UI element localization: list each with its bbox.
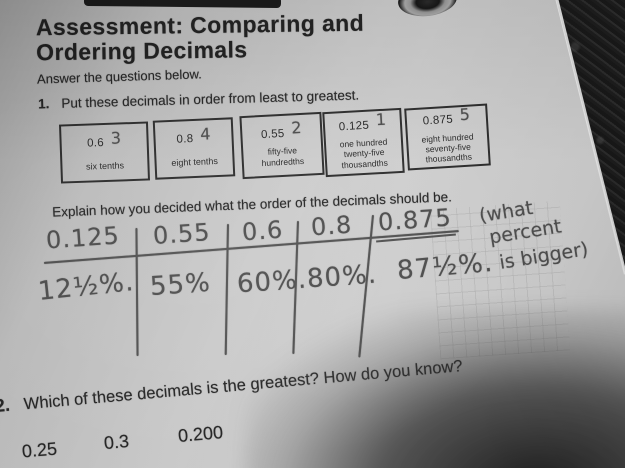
handwritten-percent: 80%. bbox=[306, 259, 379, 295]
decimal-card: 0.6 3 six tenths bbox=[58, 121, 151, 184]
decimal-card: 0.875 5 eight hundred seventy-five thous… bbox=[404, 103, 491, 171]
handwritten-rank: 2 bbox=[290, 118, 302, 138]
handwritten-rank: 4 bbox=[199, 123, 211, 144]
decimal-card: 0.55 2 fifty-five hundredths bbox=[239, 111, 325, 180]
question-1-number: 1. bbox=[37, 96, 50, 112]
card-decimal: 0.875 bbox=[422, 113, 454, 128]
card-value-row: 0.875 5 bbox=[422, 104, 471, 131]
decimal-card: 0.8 4 eight tenths bbox=[152, 117, 236, 180]
publisher-logo-icon bbox=[396, 0, 459, 20]
handwritten-rank: 5 bbox=[459, 104, 471, 124]
card-words: eight hundred seventy-five thousandths bbox=[421, 131, 474, 165]
question-1-prompt: Put these decimals in order from least t… bbox=[61, 87, 360, 111]
card-value-row: 0.6 3 bbox=[86, 128, 122, 153]
pencil-column-divider bbox=[135, 227, 139, 357]
card-words: eight tenths bbox=[171, 155, 219, 168]
decimal-card: 0.125 1 one hundred twenty-five thousand… bbox=[322, 107, 405, 178]
card-decimal: 0.6 bbox=[86, 137, 105, 150]
question-2-choice: 0.3 bbox=[103, 430, 130, 454]
handwritten-decimal: 0.6 bbox=[241, 215, 285, 247]
handwritten-decimal: 0.875 bbox=[377, 203, 453, 237]
handwritten-rank: 3 bbox=[110, 128, 122, 148]
handwritten-percent: 55% bbox=[149, 267, 212, 303]
handwritten-rank: 1 bbox=[375, 109, 387, 130]
card-value-row: 0.8 4 bbox=[176, 124, 211, 149]
card-decimal: 0.55 bbox=[260, 127, 285, 141]
card-value-row: 0.125 1 bbox=[338, 110, 387, 137]
question-2-choice: 0.25 bbox=[21, 438, 58, 462]
page-title-line2: Ordering Decimals bbox=[36, 35, 248, 65]
handwritten-percent: 60%. bbox=[236, 264, 309, 300]
card-decimal: 0.125 bbox=[338, 119, 370, 134]
card-decimal: 0.8 bbox=[176, 133, 194, 146]
card-words: six tenths bbox=[85, 159, 125, 172]
handwritten-decimal: 0.55 bbox=[152, 218, 212, 250]
instructions-text: Answer the questions below. bbox=[36, 66, 202, 87]
handwritten-decimal: 0.125 bbox=[45, 221, 121, 255]
cropped-header-bar bbox=[83, 0, 282, 9]
card-words: one hundred twenty-five thousandths bbox=[339, 136, 389, 170]
page-title: Assessment: Comparing and Ordering Decim… bbox=[36, 10, 365, 65]
photo-corner-shadow bbox=[245, 308, 625, 468]
question-1: 1. Put these decimals in order from least… bbox=[38, 88, 359, 112]
question-2-choice: 0.200 bbox=[177, 422, 224, 446]
handwritten-percent: 12½%. bbox=[36, 267, 136, 307]
card-words: fifty-five hundredths bbox=[261, 145, 305, 168]
question-2-number: 2. bbox=[0, 394, 11, 416]
pencil-column-divider bbox=[224, 223, 229, 355]
card-value-row: 0.55 2 bbox=[260, 118, 303, 144]
handwritten-decimal: 0.8 bbox=[310, 210, 354, 242]
